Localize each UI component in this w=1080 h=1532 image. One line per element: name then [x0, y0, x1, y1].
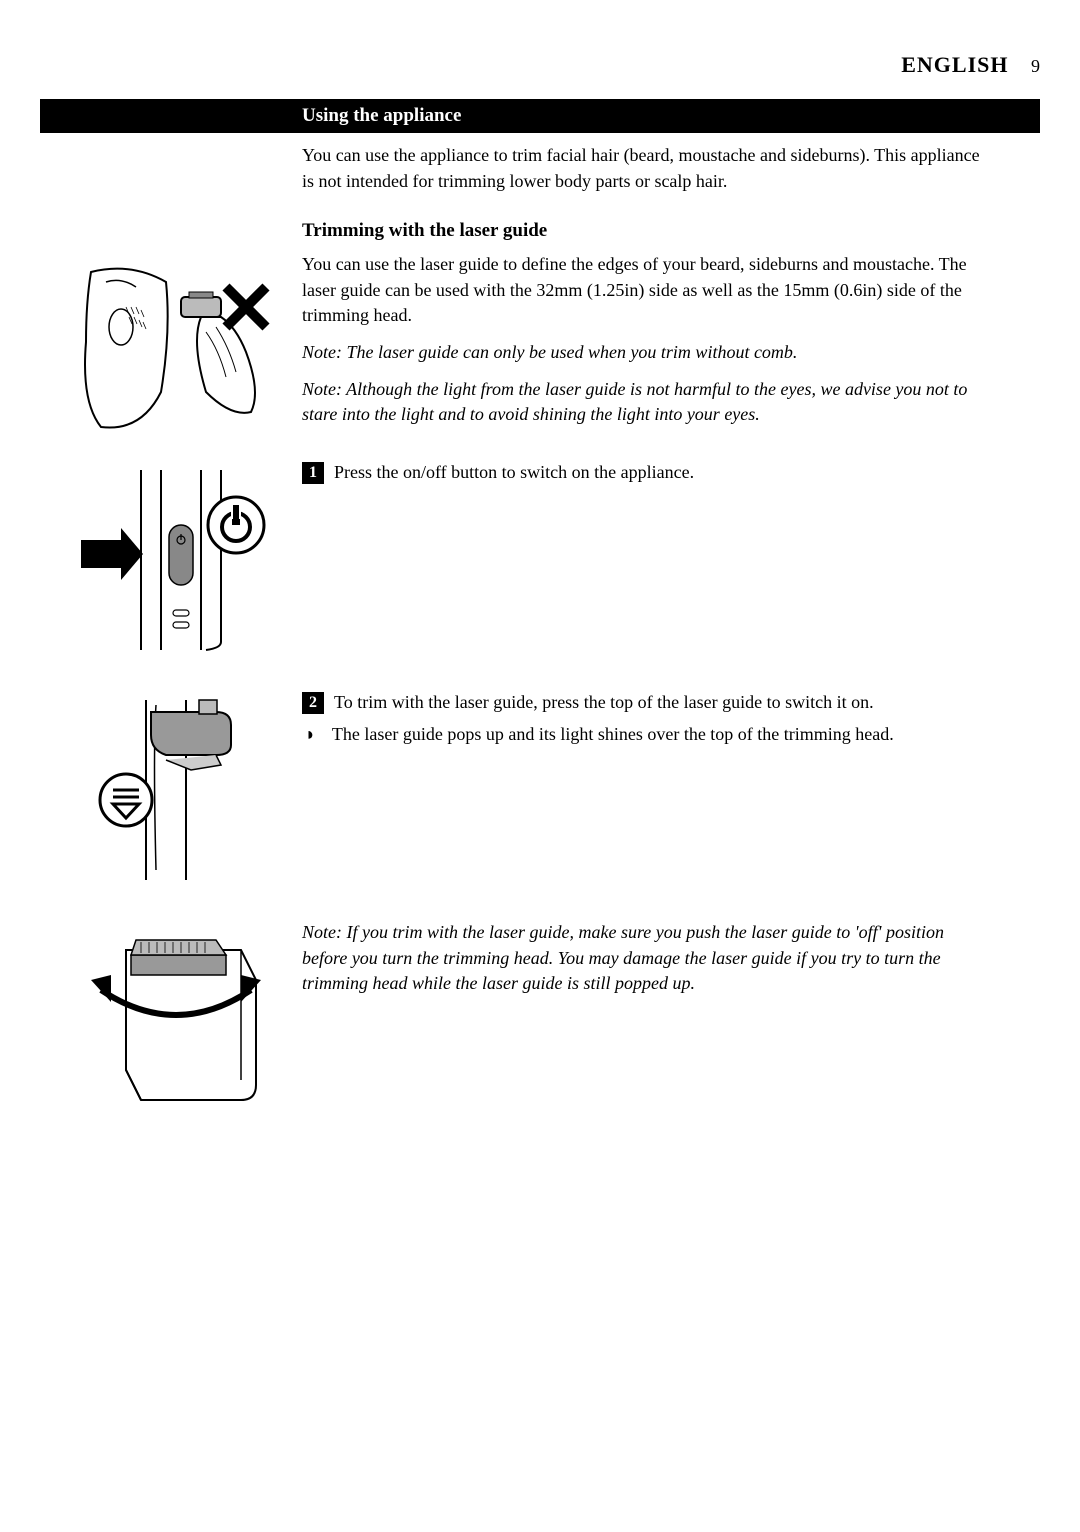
power-icon [208, 497, 264, 553]
figure-4 [40, 920, 302, 1110]
figure-2 [40, 460, 302, 660]
subheading-laser: Trimming with the laser guide [302, 218, 1040, 245]
note-1: Note: The laser guide can only be used w… [302, 340, 990, 365]
page-number: 9 [1031, 56, 1040, 76]
intro-paragraph: You can use the appliance to trim facial… [302, 143, 990, 193]
figure-3 [40, 690, 302, 890]
power-button-illustration [71, 460, 271, 660]
note-3: Note: If you trim with the laser guide, … [302, 920, 990, 996]
laser-paragraph: You can use the laser guide to define th… [302, 252, 990, 328]
section-heading-bar: Using the appliance [40, 99, 1040, 134]
arrow-icon [81, 528, 143, 580]
step-2: 2 To trim with the laser guide, press th… [302, 690, 990, 715]
step-2-text: To trim with the laser guide, press the … [334, 690, 990, 715]
turn-head-illustration [71, 920, 271, 1110]
down-arrow-icon [100, 774, 152, 826]
page-header: ENGLISH 9 [40, 50, 1040, 81]
step-2-bullet: ◗ The laser guide pops up and its light … [302, 722, 990, 747]
language-label: ENGLISH [901, 52, 1008, 77]
step-2-bullet-text: The laser guide pops up and its light sh… [332, 722, 894, 747]
step-1-text: Press the on/off button to switch on the… [334, 460, 990, 485]
face-trimmer-illustration [71, 252, 271, 452]
step-number-2: 2 [302, 692, 324, 714]
figure-1 [40, 252, 302, 452]
bullet-icon: ◗ [305, 722, 316, 747]
laser-guide-press-illustration [71, 690, 271, 890]
cross-icon [226, 287, 266, 327]
note-2: Note: Although the light from the laser … [302, 377, 990, 427]
step-number-1: 1 [302, 462, 324, 484]
step-1: 1 Press the on/off button to switch on t… [302, 460, 990, 485]
